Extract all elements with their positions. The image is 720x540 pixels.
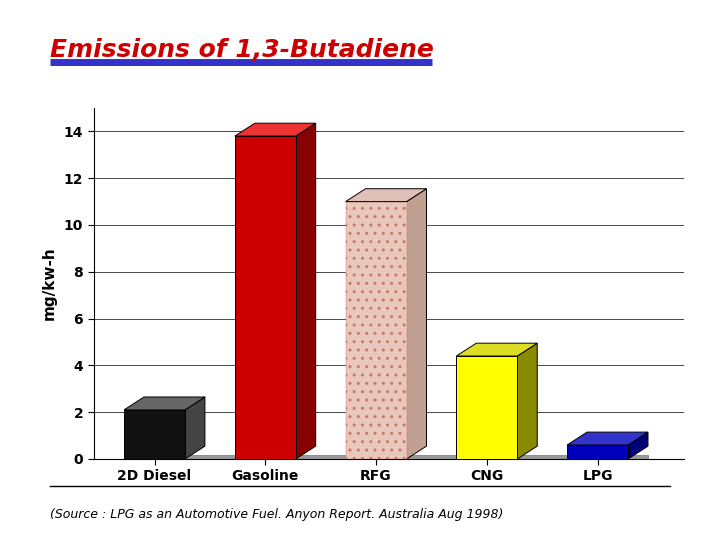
Polygon shape xyxy=(124,397,205,410)
Text: (Source : LPG as an Automotive Fuel. Anyon Report. Australia Aug 1998): (Source : LPG as an Automotive Fuel. Any… xyxy=(50,508,504,522)
Polygon shape xyxy=(346,201,407,459)
Y-axis label: mg/kw-h: mg/kw-h xyxy=(42,247,57,320)
Polygon shape xyxy=(456,356,517,459)
Polygon shape xyxy=(124,410,185,459)
Polygon shape xyxy=(124,455,648,459)
Polygon shape xyxy=(456,343,537,356)
Polygon shape xyxy=(407,189,426,459)
Polygon shape xyxy=(628,432,648,459)
Polygon shape xyxy=(567,445,628,459)
Polygon shape xyxy=(567,432,648,445)
Polygon shape xyxy=(185,397,205,459)
Polygon shape xyxy=(517,343,537,459)
Polygon shape xyxy=(296,123,315,459)
Polygon shape xyxy=(235,136,296,459)
Polygon shape xyxy=(235,123,315,136)
Text: Emissions of 1,3-Butadiene: Emissions of 1,3-Butadiene xyxy=(50,38,434,62)
Polygon shape xyxy=(346,189,426,201)
